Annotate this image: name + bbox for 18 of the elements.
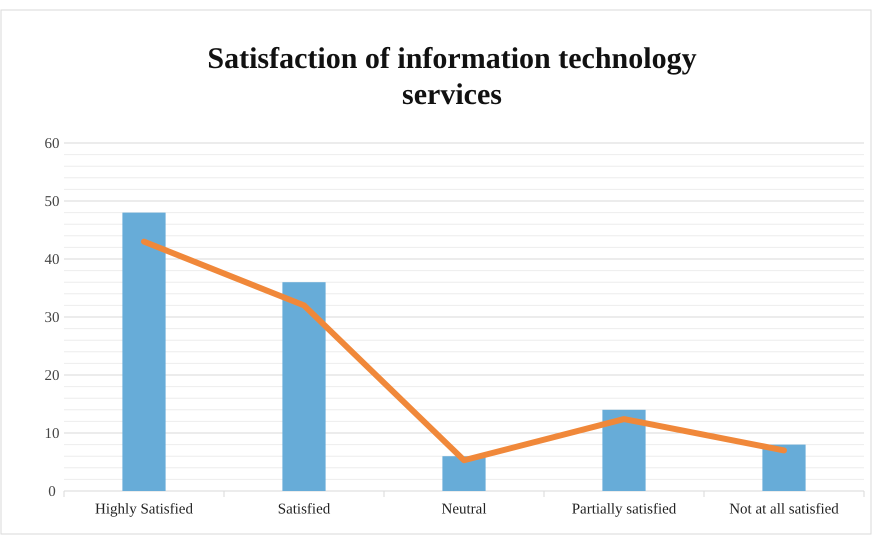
y-tick-label: 50 xyxy=(44,194,60,210)
bar xyxy=(122,212,166,491)
y-tick-label: 20 xyxy=(44,368,60,384)
x-tick-label: Neutral xyxy=(442,502,486,518)
x-tick-label: Highly Satisfied xyxy=(95,502,194,518)
y-tick-label: 60 xyxy=(44,136,60,152)
bar xyxy=(762,444,806,491)
y-tick-label: 30 xyxy=(44,310,60,326)
x-tick-label: Partially satisfied xyxy=(572,502,677,518)
bar xyxy=(602,410,646,491)
y-tick-label: 0 xyxy=(48,484,56,500)
x-tick-label: Not at all satisfied xyxy=(729,502,840,518)
y-tick-label: 40 xyxy=(44,252,60,268)
bar xyxy=(442,456,486,491)
bar xyxy=(282,282,326,491)
y-tick-label: 10 xyxy=(44,426,60,442)
x-tick-label: Satisfied xyxy=(278,502,331,518)
chart-title: Satisfaction of information technology services xyxy=(207,42,697,111)
